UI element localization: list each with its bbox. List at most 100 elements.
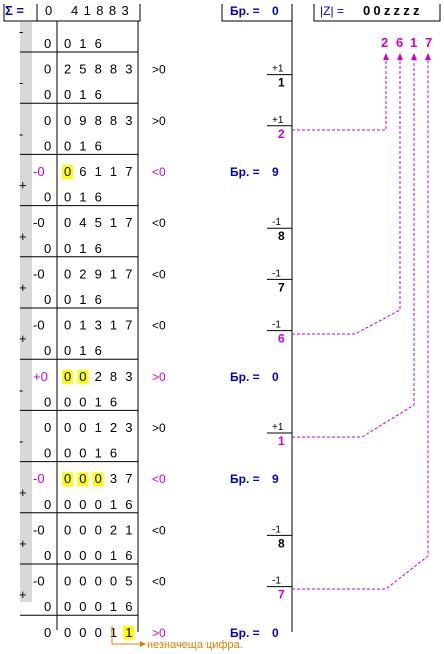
row-digit: 0	[64, 241, 71, 256]
row-digit: 0	[64, 522, 71, 537]
row-digit: 4	[79, 215, 86, 230]
step-value: 6	[278, 332, 285, 346]
connectors	[292, 58, 429, 590]
digit-highlight	[92, 472, 104, 487]
row-digit: 0	[79, 369, 86, 384]
step-delta: +1	[272, 422, 284, 433]
connector-2	[292, 58, 387, 131]
row-sign: -0	[33, 574, 45, 589]
row-digit: 6	[125, 497, 132, 512]
row-digit: 0	[64, 548, 71, 563]
row-sign: -0	[33, 215, 45, 230]
row-sign: -0	[33, 471, 45, 486]
step-value: 1	[278, 434, 285, 448]
row-digit: 3	[125, 420, 132, 435]
row-sign: 0	[44, 420, 51, 435]
row-digit: 5	[79, 62, 86, 77]
row-digit: 6	[110, 394, 117, 409]
row-sign: 0	[44, 113, 51, 128]
row-digit: 6	[95, 292, 102, 307]
row-digit: 1	[110, 497, 117, 512]
row-digit: 9	[79, 113, 86, 128]
row-sign: 0	[44, 87, 51, 102]
row-digit: 6	[95, 138, 102, 153]
header-bracket-z	[313, 4, 441, 22]
row-digit: 0	[64, 318, 71, 333]
row-digit: 0	[110, 574, 117, 589]
counter-value: 9	[272, 165, 279, 179]
row-digit: 3	[110, 471, 117, 486]
row-digit: 6	[125, 599, 132, 614]
comparison: >0	[152, 63, 166, 77]
row-digit: 0	[95, 497, 102, 512]
row-digit: 0	[95, 599, 102, 614]
row-digit: 9	[95, 266, 102, 281]
row-digit: 2	[95, 369, 102, 384]
row-digit: 3	[95, 318, 102, 333]
row-digit: 0	[95, 625, 102, 640]
row-digit: 0	[79, 548, 86, 563]
row-sign: 0	[44, 190, 51, 205]
step-delta: +1	[272, 115, 284, 126]
comparison: >0	[152, 626, 166, 640]
row-sign: 0	[44, 138, 51, 153]
row-sign: -0	[33, 266, 45, 281]
quotient-digit-2: 6	[396, 35, 403, 50]
note-arrowhead	[140, 641, 146, 647]
row-digit: 6	[95, 343, 102, 358]
row-digit: 1	[110, 266, 117, 281]
row-sign: 0	[44, 36, 51, 51]
row-digit: 0	[79, 420, 86, 435]
row-digit: 1	[95, 420, 102, 435]
row-digit: 1	[79, 36, 86, 51]
row-digit: 0	[64, 266, 71, 281]
row-digit: 6	[95, 241, 102, 256]
comparison: <0	[152, 575, 166, 589]
row-digit: 0	[64, 446, 71, 461]
row-digit: 1	[79, 292, 86, 307]
digit-highlight	[77, 369, 89, 384]
sigma-digits: 41883	[71, 3, 134, 18]
quotient-digit-1: 2	[381, 35, 388, 50]
operation-sign: +	[19, 331, 27, 346]
row-sign: 0	[44, 625, 51, 640]
connector-1	[292, 58, 415, 438]
z-digits: 00zzzz	[363, 3, 423, 18]
row-digit: 0	[79, 522, 86, 537]
row-digit: 0	[64, 497, 71, 512]
step-value: 8	[278, 536, 285, 550]
row-digit: 7	[125, 215, 132, 230]
digit-highlight	[123, 625, 135, 640]
row-digit: 0	[95, 471, 102, 486]
operation-sign: +	[19, 587, 27, 602]
row-digit: 0	[64, 343, 71, 358]
row-digit: 0	[64, 215, 71, 230]
row-digit: 3	[125, 369, 132, 384]
arrowhead-2	[383, 53, 389, 60]
counter-value: 0	[272, 626, 279, 640]
row-digit: 0	[64, 420, 71, 435]
row-digit: 0	[64, 113, 71, 128]
row-digit: 8	[95, 62, 102, 77]
step-delta: -1	[272, 576, 281, 587]
row-digit: 0	[64, 394, 71, 409]
row-digit: 6	[95, 87, 102, 102]
row-digit: 2	[110, 522, 117, 537]
operation-sign: -	[19, 382, 23, 397]
row-digit: 7	[125, 471, 132, 486]
counter-value: 0	[272, 370, 279, 384]
connector-6	[292, 58, 401, 335]
header-bracket-left	[3, 4, 141, 22]
row-digit: 8	[95, 113, 102, 128]
row-sign: -0	[33, 318, 45, 333]
header-bracket-counter	[221, 4, 293, 22]
quotient-digit-3: 1	[410, 35, 417, 50]
gutter-bar	[20, 22, 32, 602]
row-digit: 1	[125, 625, 132, 640]
row-digit: 1	[79, 87, 86, 102]
row-digit: 0	[64, 369, 71, 384]
row-digit: 1	[95, 446, 102, 461]
row-digit: 7	[125, 266, 132, 281]
step-value: 2	[278, 127, 285, 141]
connector-arrowheads	[383, 53, 431, 60]
